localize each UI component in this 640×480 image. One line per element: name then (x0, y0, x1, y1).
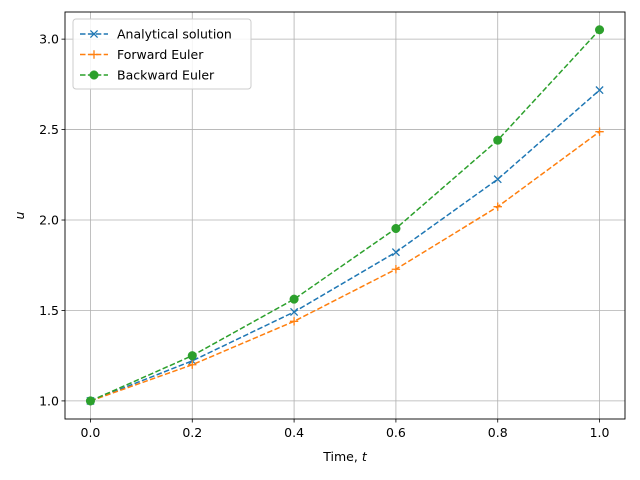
x-tick-label: 0.4 (284, 425, 304, 440)
y-axis-label: u (12, 211, 27, 219)
data-point-analytical-solution (290, 307, 299, 317)
legend-marker-backward-euler (89, 70, 99, 80)
y-tick-label: 2.5 (39, 122, 59, 137)
legend-label-forward-euler: Forward Euler (117, 47, 204, 62)
x-tick-label: 0.0 (81, 425, 101, 440)
legend-marker-analytical-solution (89, 29, 99, 39)
data-point-backward-euler (391, 223, 401, 234)
series-backward-euler (85, 25, 605, 406)
data-point-backward-euler (187, 351, 197, 361)
y-tick-label: 3.0 (39, 32, 59, 47)
x-axis-ticks: 0.0 0.2 0.4 0.6 0.8 1.0 (81, 419, 610, 440)
series-line-forward-euler (90, 131, 600, 402)
data-point-backward-euler (493, 135, 503, 145)
x-tick-label: 0.8 (488, 425, 508, 440)
series-line-analytical-solution (90, 89, 601, 402)
data-point-backward-euler (594, 25, 605, 35)
data-point-forward-euler (289, 317, 299, 326)
data-point-analytical-solution (595, 86, 604, 95)
data-point-backward-euler (289, 294, 299, 304)
y-tick-label: 2.0 (39, 213, 59, 228)
data-point-forward-euler (391, 265, 401, 274)
series-line-backward-euler (90, 29, 601, 402)
y-tick-label: 1.0 (39, 393, 59, 408)
x-axis-label-variable: t (362, 449, 368, 464)
data-point-forward-euler (188, 360, 197, 369)
x-tick-label: 0.6 (386, 425, 406, 440)
x-axis-label-text: Time, (322, 449, 362, 464)
series-group (85, 25, 605, 406)
data-point-forward-euler (493, 202, 502, 211)
plot-frame (64, 11, 626, 420)
grid-lines (65, 12, 625, 419)
y-axis-ticks: 1.0 1.5 2.0 2.5 3.0 (39, 32, 65, 408)
x-tick-label: 1.0 (590, 425, 610, 440)
legend: Analytical solution Forward Euler Backward… (72, 18, 252, 90)
data-point-analytical-solution (391, 248, 400, 257)
data-point-backward-euler (85, 396, 96, 406)
x-axis-label: Time, t (322, 449, 368, 464)
data-point-analytical-solution (493, 175, 502, 184)
x-tick-label: 0.2 (182, 425, 202, 440)
legend-label-analytical-solution: Analytical solution (117, 27, 232, 42)
data-point-forward-euler (595, 127, 604, 136)
legend-box (72, 18, 252, 90)
legend-label-backward-euler: Backward Euler (117, 68, 215, 83)
legend-marker-forward-euler (89, 50, 99, 59)
y-tick-label: 1.5 (39, 303, 59, 318)
